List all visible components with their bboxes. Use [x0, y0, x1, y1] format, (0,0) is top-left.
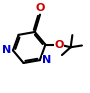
Text: N: N — [2, 45, 11, 55]
Text: N: N — [42, 55, 51, 65]
Text: O: O — [55, 40, 64, 50]
Text: O: O — [35, 3, 45, 13]
